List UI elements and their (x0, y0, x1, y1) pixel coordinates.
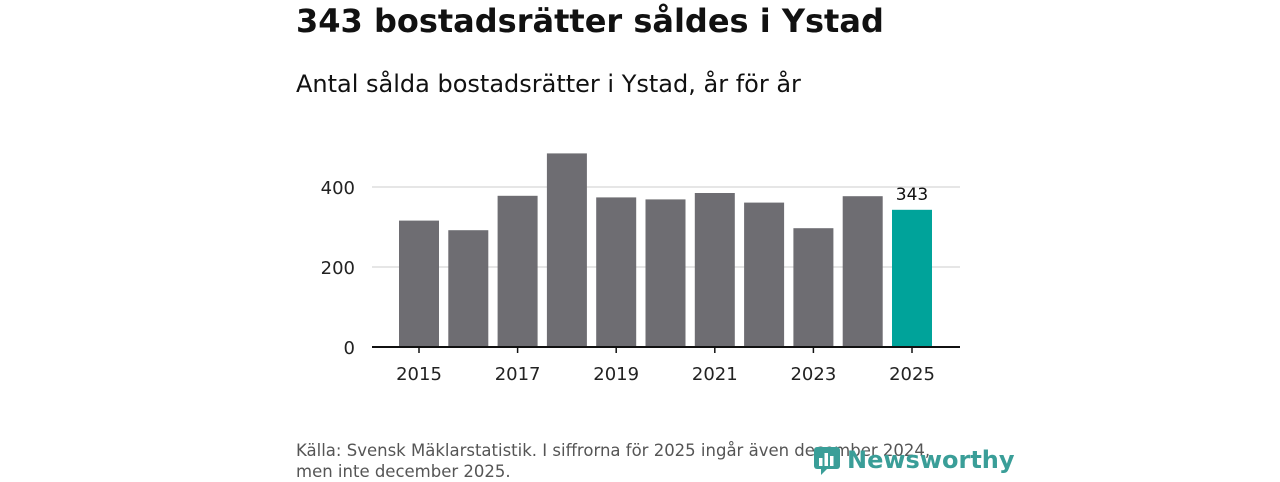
x-tick-label-2021: 2021 (692, 364, 738, 385)
data-label-2025: 343 (896, 185, 928, 205)
source-line-1: Källa: Svensk Mäklarstatistik. I siffror… (296, 441, 931, 460)
bar-2023 (793, 228, 834, 347)
brand-logo: Newsworthy (813, 445, 1015, 475)
y-tick-label-0: 0 (344, 338, 355, 359)
bar-2019 (596, 197, 637, 347)
chart-title: 343 bostadsrätter såldes i Ystad (296, 2, 884, 40)
x-tick-label-2015: 2015 (396, 364, 442, 385)
bar-2017 (497, 195, 538, 347)
bar-2020 (645, 199, 686, 347)
bar-2025 (892, 209, 932, 347)
bar-2018 (546, 153, 587, 347)
bar-2024 (842, 196, 883, 347)
source-line-2: men inte december 2025. (296, 462, 511, 481)
x-tick-label-2017: 2017 (495, 364, 541, 385)
bar-2016 (448, 230, 489, 347)
bar-2021 (694, 193, 735, 347)
source-note: Källa: Svensk Mäklarstatistik. I siffror… (296, 440, 930, 482)
bar-2015 (399, 220, 439, 347)
newsworthy-logo-icon (814, 447, 840, 475)
x-tick-label-2023: 2023 (790, 364, 836, 385)
y-tick-label-400: 400 (321, 178, 355, 199)
bar-2022 (744, 202, 785, 347)
chart-subtitle: Antal sålda bostadsrätter i Ystad, år fö… (296, 70, 801, 98)
brand-name: Newsworthy (847, 446, 1015, 474)
y-tick-label-200: 200 (321, 258, 355, 279)
x-tick-label-2019: 2019 (593, 364, 639, 385)
x-tick-label-2025: 2025 (889, 364, 935, 385)
